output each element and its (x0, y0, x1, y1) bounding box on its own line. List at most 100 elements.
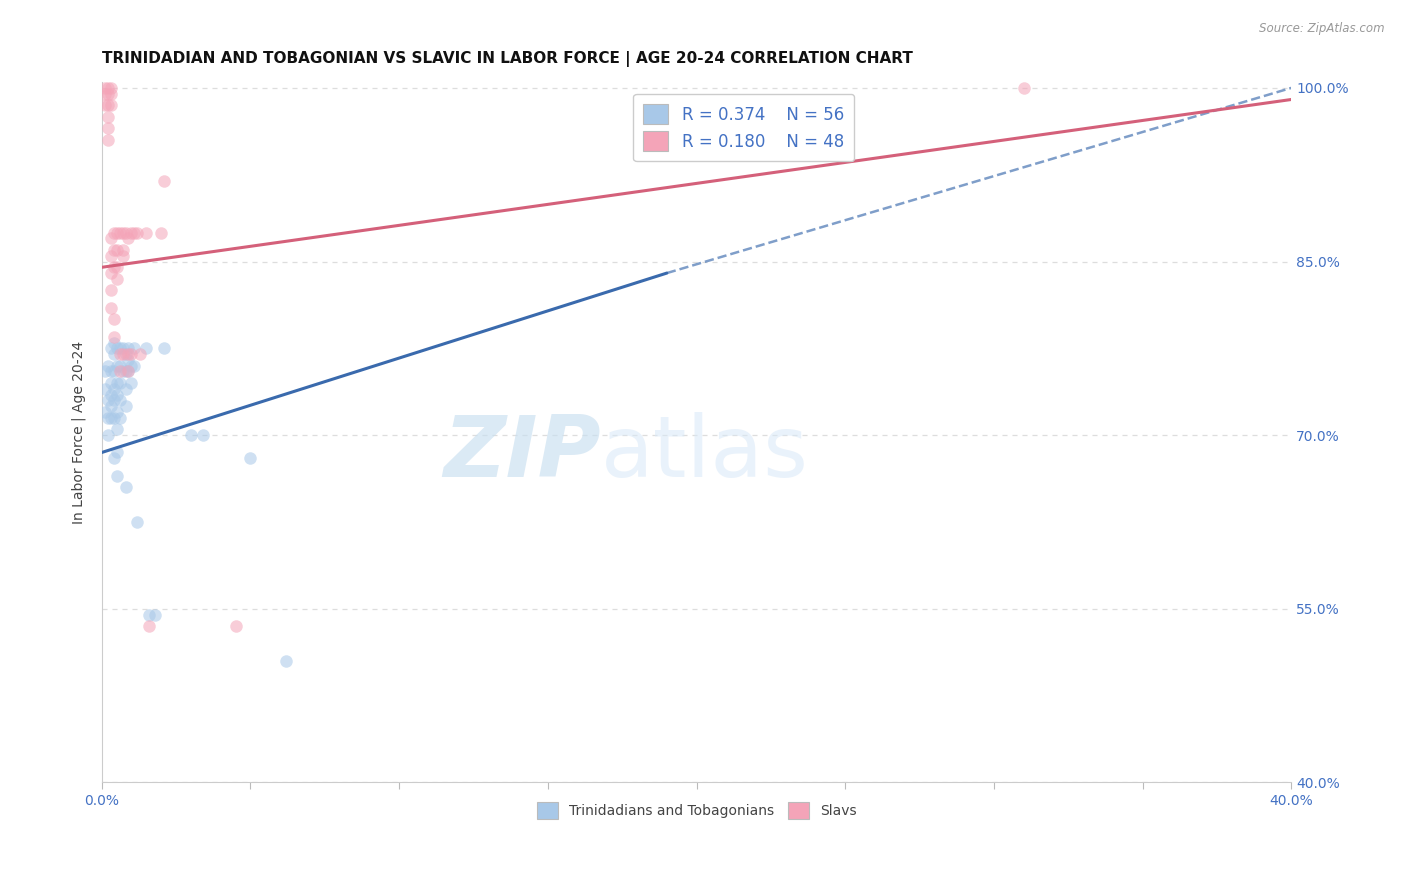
Point (120, 347, 142, 361)
Point (108, 359, 131, 373)
Point (103, 260, 125, 275)
Point (100, 231, 122, 245)
Point (103, 364, 125, 378)
Point (117, 364, 139, 378)
Point (108, 410, 131, 425)
Text: TRINIDADIAN AND TOBAGONIAN VS SLAVIC IN LABOR FORCE | AGE 20-24 CORRELATION CHAR: TRINIDADIAN AND TOBAGONIAN VS SLAVIC IN … (101, 51, 912, 67)
Point (129, 347, 152, 361)
Point (100, 364, 122, 378)
Point (127, 226, 149, 240)
Point (120, 359, 142, 373)
Point (105, 376, 128, 390)
Point (100, 399, 122, 413)
Point (108, 393, 131, 408)
Point (274, 654, 297, 668)
Point (114, 399, 136, 413)
Point (103, 226, 125, 240)
Point (100, 98, 122, 112)
Point (105, 272, 128, 286)
Point (93, 98, 115, 112)
Point (108, 364, 131, 378)
Point (93, 364, 115, 378)
Point (103, 451, 125, 466)
Point (127, 515, 149, 529)
Point (108, 376, 131, 390)
Legend: Trinidadians and Tobagonians, Slavs: Trinidadians and Tobagonians, Slavs (531, 797, 862, 824)
Point (239, 451, 262, 466)
Point (120, 376, 142, 390)
Point (111, 341, 134, 355)
Point (1012, 81, 1035, 95)
Point (97, 87, 120, 101)
Text: ZIP: ZIP (444, 412, 602, 495)
Point (105, 260, 128, 275)
Point (97, 110, 120, 124)
Point (97, 359, 120, 373)
Text: Source: ZipAtlas.com: Source: ZipAtlas.com (1260, 22, 1385, 36)
Point (114, 347, 136, 361)
Point (108, 347, 131, 361)
Point (138, 607, 160, 622)
Point (111, 243, 134, 257)
Point (117, 347, 139, 361)
Point (93, 382, 115, 396)
Point (100, 301, 122, 315)
Point (153, 341, 176, 355)
Point (124, 341, 146, 355)
Point (97, 98, 120, 112)
Point (138, 619, 160, 633)
Point (103, 410, 125, 425)
Point (93, 81, 115, 95)
Point (124, 226, 146, 240)
Point (105, 422, 128, 436)
Point (97, 393, 120, 408)
Text: atlas: atlas (602, 412, 810, 495)
Point (120, 226, 142, 240)
Point (153, 173, 176, 187)
Point (103, 312, 125, 326)
Point (117, 352, 139, 367)
Point (114, 364, 136, 378)
Point (114, 480, 136, 494)
Point (103, 347, 125, 361)
Point (100, 387, 122, 401)
Point (124, 359, 146, 373)
Point (111, 347, 134, 361)
Point (225, 619, 247, 633)
Point (108, 226, 131, 240)
Point (93, 405, 115, 419)
Point (103, 382, 125, 396)
Point (100, 376, 122, 390)
Point (105, 226, 128, 240)
Point (103, 393, 125, 408)
Y-axis label: In Labor Force | Age 20-24: In Labor Force | Age 20-24 (72, 341, 86, 524)
Point (114, 382, 136, 396)
Point (100, 249, 122, 263)
Point (103, 335, 125, 350)
Point (100, 284, 122, 298)
Point (108, 341, 131, 355)
Point (105, 243, 128, 257)
Point (97, 410, 120, 425)
Point (117, 364, 139, 378)
Point (93, 87, 115, 101)
Point (100, 81, 122, 95)
Point (135, 226, 157, 240)
Point (114, 226, 136, 240)
Point (150, 226, 173, 240)
Point (105, 341, 128, 355)
Point (100, 87, 122, 101)
Point (117, 231, 139, 245)
Point (97, 81, 120, 95)
Point (97, 133, 120, 147)
Point (97, 428, 120, 442)
Point (180, 428, 202, 442)
Point (100, 266, 122, 280)
Point (111, 249, 134, 263)
Point (103, 330, 125, 344)
Point (105, 468, 128, 483)
Point (105, 405, 128, 419)
Point (135, 341, 157, 355)
Point (191, 428, 214, 442)
Point (103, 243, 125, 257)
